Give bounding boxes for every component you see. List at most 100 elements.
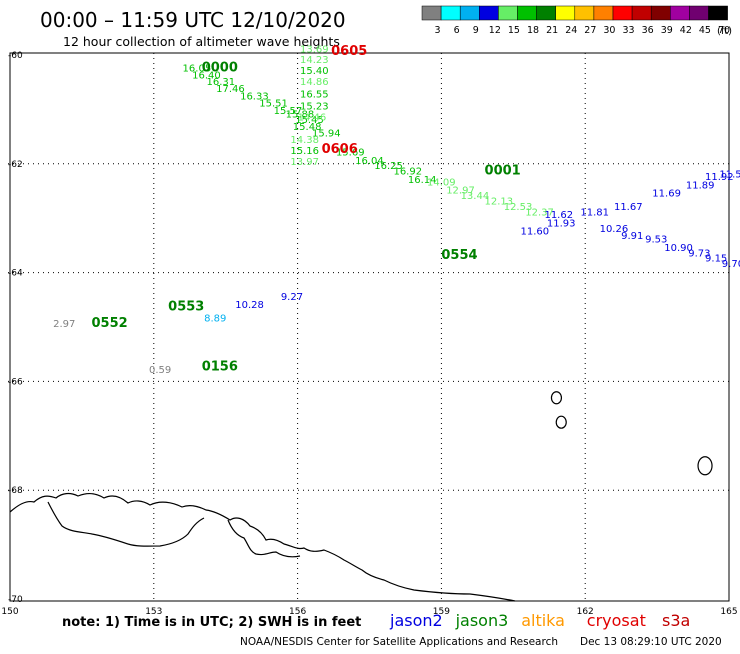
pass-time-label: 0553 [168, 300, 204, 315]
coastline-peninsula [227, 519, 301, 558]
legend-label: 70 [718, 25, 730, 36]
x-tick-label: 153 [145, 607, 162, 617]
legend-swatch [459, 5, 480, 21]
legend-label: 30 [603, 25, 615, 36]
wave-height-label: 9.73 [688, 248, 710, 259]
wave-height-label: 16.55 [300, 89, 329, 100]
legend-label: 36 [642, 25, 654, 36]
pass-time-labels: 0000 0605 0606 0001 0554 0553 0552 0156 [91, 44, 520, 375]
wave-height-label: 16.05 [183, 63, 212, 74]
footer-credit: NOAA/NESDIS Center for Satellite Applica… [240, 636, 558, 648]
wave-height-label: 16.04 [355, 156, 384, 167]
axis-tick-labels: 150 153 156 159 162 165 -60 -62 -64 -66 -68 -70 [1, 51, 737, 617]
wave-height-label: 9.27 [281, 292, 303, 303]
legend-swatch [555, 5, 576, 21]
antarctic-coastline [9, 492, 516, 602]
wave-height-label: 10.28 [235, 300, 264, 311]
wave-height-label: 12.97 [446, 186, 475, 197]
wave-height-label: 16.31 [207, 77, 236, 88]
pass-time-label: 0156 [202, 360, 238, 375]
wave-height-label: 16.33 [240, 92, 269, 103]
wave-height-label: 8.89 [204, 314, 226, 325]
wave-height-label: 14.46 [298, 112, 327, 123]
pass-time-label: 0554 [441, 248, 477, 263]
legend-swatch [689, 5, 709, 21]
legend-label: 9 [473, 25, 479, 36]
wave-height-label: 11.81 [580, 207, 609, 218]
wave-height-label: 15.40 [300, 66, 329, 77]
pass-time-label: 0552 [91, 316, 127, 331]
wave-height-label: 9.91 [621, 231, 643, 242]
y-tick-label: -60 [8, 51, 23, 61]
wave-height-label: 9.53 [645, 235, 667, 246]
wave-height-label: 17.46 [216, 84, 245, 95]
legend-swatch [479, 5, 499, 21]
legend-label: 45 [699, 25, 711, 36]
coastline-inlet [47, 501, 205, 547]
wave-height-points: 16.0516.4016.3117.4616.3315.5115.5715.88… [53, 44, 740, 376]
wave-height-label: 14.09 [427, 178, 456, 189]
pass-time-label: 0001 [485, 164, 521, 179]
wave-height-label: 16.92 [393, 167, 422, 178]
x-tick-label: 150 [1, 607, 18, 617]
wave-height-label: 14.23 [300, 55, 329, 66]
wave-height-label: 9.15 [705, 254, 727, 265]
legend-label: 12 [489, 25, 501, 36]
pass-time-label: 0000 [202, 60, 238, 75]
legend-swatch [708, 5, 728, 21]
chart-title: 00:00 – 11:59 UTC 12/10/2020 [40, 8, 346, 32]
chart-subtitle: 12 hour collection of altimeter wave hei… [63, 34, 340, 49]
y-tick-label: -62 [8, 160, 23, 170]
satellite-label: s3a [662, 611, 690, 630]
wave-height-label: 11.89 [686, 180, 715, 191]
wave-height-label: 15.45 [295, 115, 324, 126]
legend-swatch [670, 5, 690, 21]
y-tick-label: -66 [8, 377, 23, 387]
color-legend: 3 6 9 12 15 18 21 24 27 30 33 36 39 42 45 70 [421, 5, 730, 36]
legend-swatch [536, 5, 556, 21]
wave-height-label: 13.69 [300, 44, 329, 55]
satellite-label: cryosat [587, 611, 646, 630]
satellite-label: jason3 [455, 611, 509, 630]
legend-unit: (ft) [717, 26, 732, 37]
y-tick-label: -64 [8, 269, 23, 279]
legend-swatch [517, 5, 537, 21]
wave-height-label: 0.59 [149, 365, 171, 376]
pass-time-label: 0605 [331, 44, 367, 59]
island-outline [555, 415, 567, 429]
wave-height-label: 12.37 [525, 207, 554, 218]
grid-lines [8, 53, 731, 601]
wave-height-label: 15.16 [290, 146, 319, 157]
island-outline [550, 391, 563, 405]
legend-swatch [650, 5, 671, 21]
legend-swatch [593, 5, 614, 21]
legend-swatch [421, 5, 442, 21]
wave-height-label: 16.25 [374, 161, 403, 172]
wave-height-label: 11.93 [547, 218, 576, 229]
wave-height-label: 9.70 [722, 259, 740, 270]
legend-label: 42 [680, 25, 692, 36]
legend-label: 18 [527, 25, 539, 36]
legend-label: 3 [435, 25, 441, 36]
wave-height-label: 13.44 [461, 191, 490, 202]
wave-height-label: 15.94 [312, 129, 341, 140]
wave-height-label: 13.97 [290, 157, 319, 168]
legend-label: 21 [546, 25, 558, 36]
footer-note: note: 1) Time is in UTC; 2) SWH is in fe… [62, 615, 361, 630]
wave-height-label: 10.90 [664, 243, 693, 254]
wave-height-label: 16.40 [192, 70, 221, 81]
wave-height-label: 10.26 [600, 224, 629, 235]
wave-height-label: 15.69 [336, 148, 365, 159]
x-tick-label: 156 [289, 607, 306, 617]
footer-timestamp: Dec 13 08:29:10 UTC 2020 [580, 636, 722, 648]
wave-height-label: 15.88 [286, 110, 315, 121]
wave-height-label: 15.51 [259, 99, 288, 110]
x-tick-label: 159 [433, 607, 450, 617]
satellite-label: jason2 [389, 611, 443, 630]
y-tick-label: -70 [8, 595, 23, 605]
legend-label: 33 [623, 25, 635, 36]
wave-height-label: 11.62 [544, 210, 573, 221]
wave-height-label: 14.38 [290, 135, 319, 146]
